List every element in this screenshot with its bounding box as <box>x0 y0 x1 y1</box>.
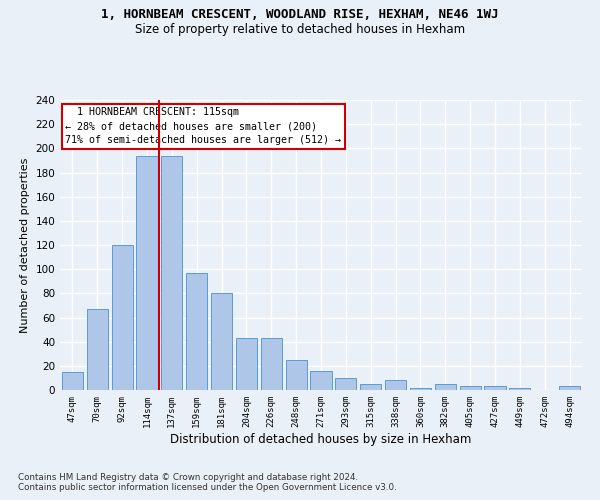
Bar <box>161 156 182 390</box>
Bar <box>410 388 431 390</box>
Bar <box>112 245 133 390</box>
Bar <box>460 386 481 390</box>
Bar <box>62 372 83 390</box>
Text: Size of property relative to detached houses in Hexham: Size of property relative to detached ho… <box>135 22 465 36</box>
Text: Distribution of detached houses by size in Hexham: Distribution of detached houses by size … <box>170 432 472 446</box>
Text: Contains public sector information licensed under the Open Government Licence v3: Contains public sector information licen… <box>18 484 397 492</box>
Bar <box>136 156 158 390</box>
Y-axis label: Number of detached properties: Number of detached properties <box>20 158 30 332</box>
Bar <box>261 338 282 390</box>
Bar <box>435 384 456 390</box>
Bar <box>236 338 257 390</box>
Bar <box>360 384 381 390</box>
Bar <box>335 378 356 390</box>
Bar <box>211 294 232 390</box>
Bar <box>186 273 207 390</box>
Text: 1 HORNBEAM CRESCENT: 115sqm
← 28% of detached houses are smaller (200)
71% of se: 1 HORNBEAM CRESCENT: 115sqm ← 28% of det… <box>65 108 341 146</box>
Text: Contains HM Land Registry data © Crown copyright and database right 2024.: Contains HM Land Registry data © Crown c… <box>18 472 358 482</box>
Bar <box>310 370 332 390</box>
Text: 1, HORNBEAM CRESCENT, WOODLAND RISE, HEXHAM, NE46 1WJ: 1, HORNBEAM CRESCENT, WOODLAND RISE, HEX… <box>101 8 499 20</box>
Bar <box>509 388 530 390</box>
Bar <box>559 386 580 390</box>
Bar <box>87 309 108 390</box>
Bar <box>484 386 506 390</box>
Bar <box>385 380 406 390</box>
Bar <box>286 360 307 390</box>
